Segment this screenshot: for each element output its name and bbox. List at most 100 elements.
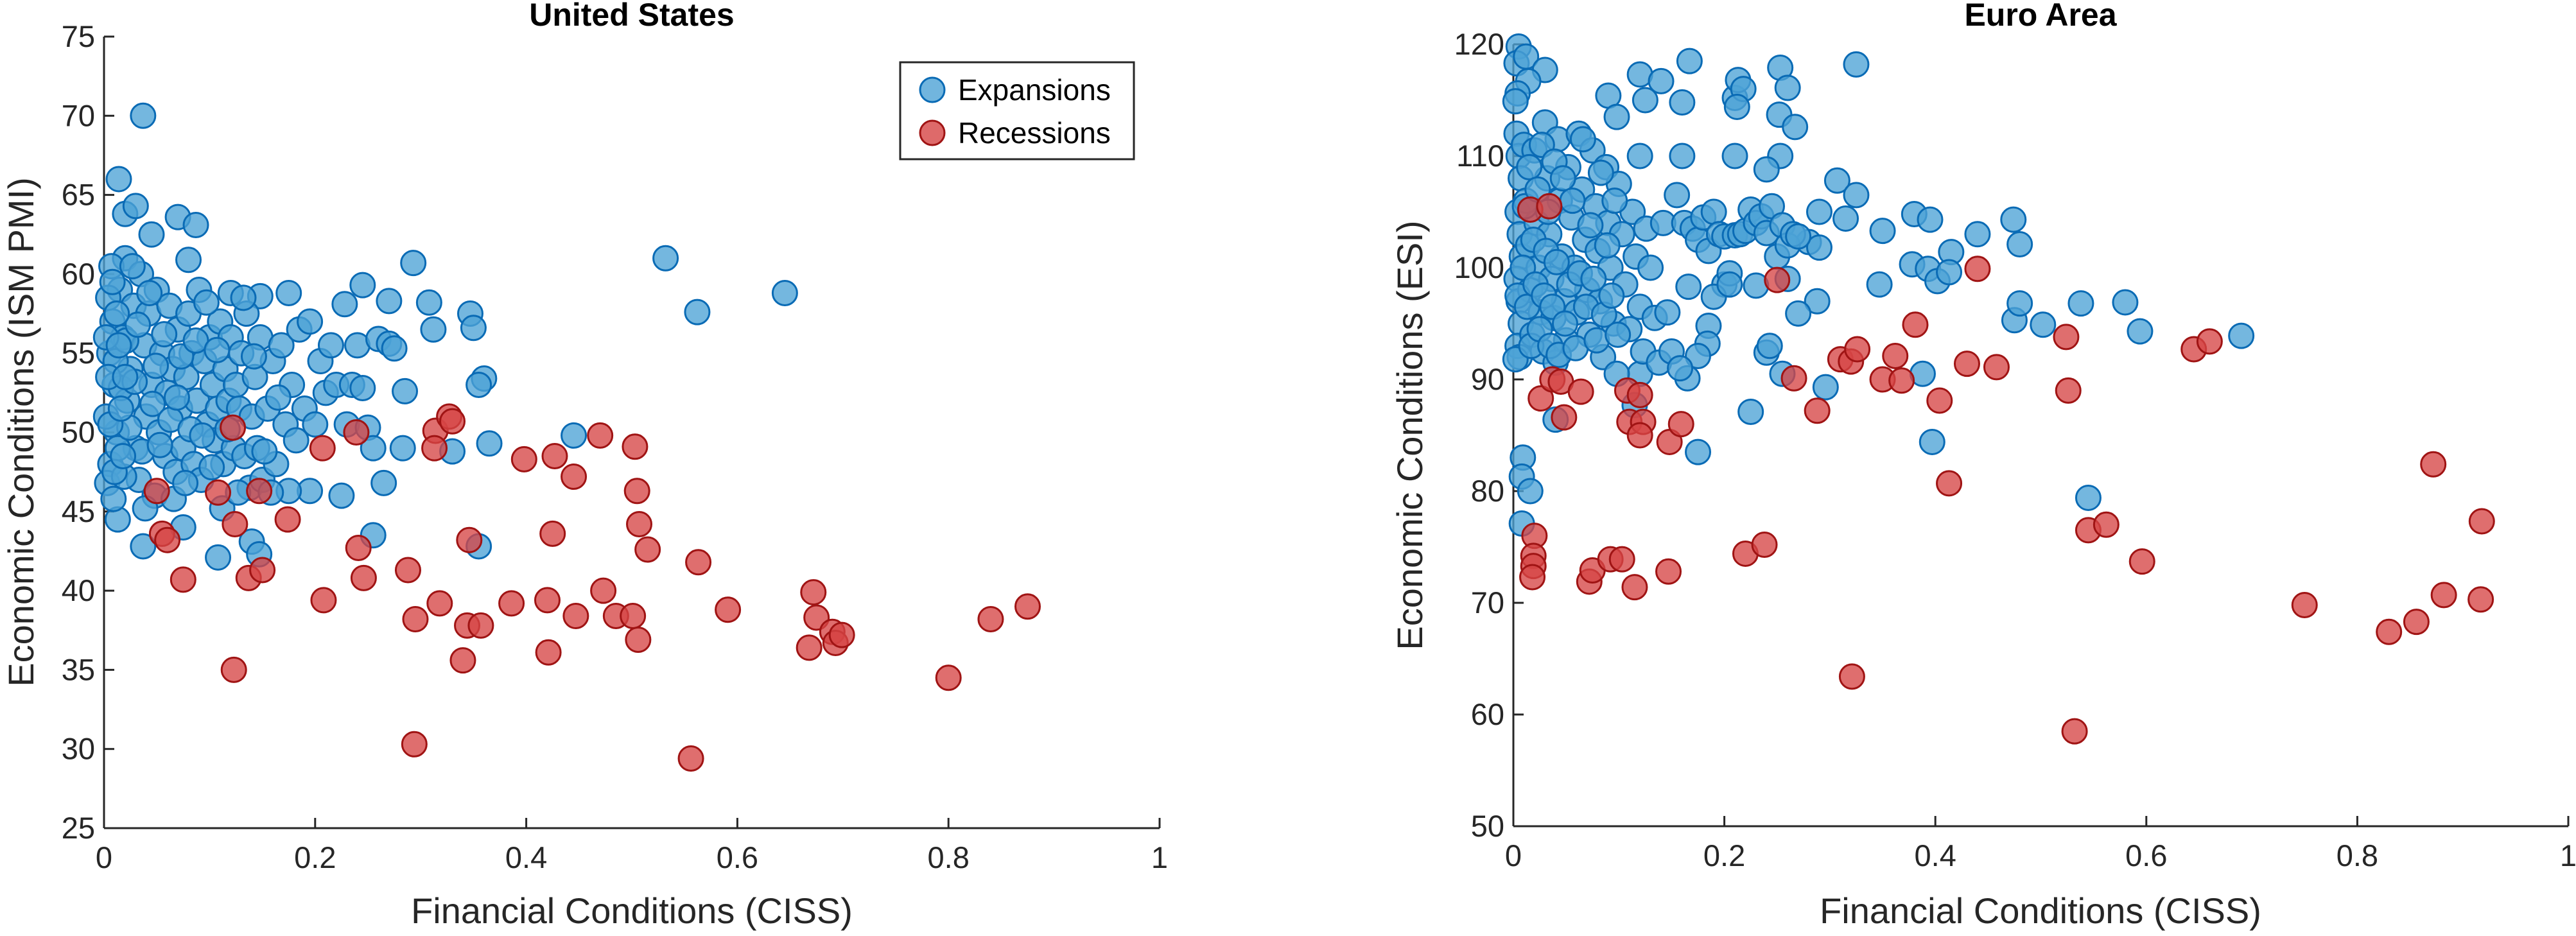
recession-point <box>2053 324 2080 351</box>
expansion-point <box>1685 342 1712 369</box>
us-y-tick-label: 45 <box>62 494 95 528</box>
expansion-point <box>182 211 209 238</box>
recession-point <box>274 506 301 533</box>
recession-point <box>345 535 372 562</box>
expansion-point <box>392 377 419 404</box>
expansion-point <box>1721 143 1748 169</box>
expansion-point <box>1823 167 1850 194</box>
expansion-point <box>146 431 173 458</box>
expansion-point <box>420 316 447 343</box>
expansion-point <box>2006 290 2033 317</box>
recession-point <box>498 590 525 617</box>
expansion-point <box>1669 89 1696 116</box>
expansion-point <box>297 308 324 335</box>
recession-point <box>562 603 589 630</box>
recession-point <box>2403 609 2430 636</box>
expansion-point <box>1601 187 1628 214</box>
expansion-point <box>275 279 302 306</box>
expansion-point <box>143 352 170 379</box>
expansion-point <box>1806 234 1832 261</box>
recession-point <box>2468 508 2495 535</box>
expansion-point <box>1676 48 1703 74</box>
us-x-tick-label: 1 <box>1151 840 1168 874</box>
euro-y-tick-label: 80 <box>1471 474 1504 508</box>
expansion-point <box>1774 74 1801 101</box>
expansion-point <box>1667 355 1694 382</box>
recession-point <box>2376 618 2403 645</box>
recession-point <box>625 627 652 654</box>
legend-expansions-marker <box>919 76 946 103</box>
recession-point <box>1838 663 1865 690</box>
expansion-point <box>1502 88 1529 115</box>
expansion-point <box>476 430 503 457</box>
expansion-point <box>2000 206 2027 233</box>
us-y-tick-label: 65 <box>62 178 95 212</box>
euro-x-tick-label: 0 <box>1505 838 1522 872</box>
recession-point <box>623 478 650 505</box>
euro-x-tick-label: 1 <box>2560 838 2576 872</box>
expansion-point <box>370 469 397 496</box>
us-scatter-panel: United States Financial Conditions (CISS… <box>1 0 1168 931</box>
recession-point <box>1626 381 1653 408</box>
expansion-point <box>2228 322 2255 349</box>
euro-x-tick-label: 0.2 <box>1703 838 1745 872</box>
us-recessions-series <box>143 403 1041 772</box>
euro-y-axis-label: Economic Conditions (ESI) <box>1389 220 1430 650</box>
expansion-point <box>2112 289 2139 316</box>
recession-point <box>622 433 648 460</box>
recession-point <box>685 549 712 576</box>
expansion-point <box>107 395 134 422</box>
recession-point <box>2430 582 2457 609</box>
expansion-point <box>175 247 202 273</box>
recession-point <box>828 621 855 648</box>
expansion-point <box>328 482 355 509</box>
recession-point <box>222 511 248 538</box>
recession-point <box>456 526 483 553</box>
expansion-point <box>415 289 442 316</box>
recession-point <box>143 478 170 505</box>
expansion-point <box>105 332 132 359</box>
us-x-tick-label: 0.6 <box>717 840 758 874</box>
recession-point <box>170 566 196 593</box>
recession-point <box>343 419 370 446</box>
recession-point <box>1964 256 1991 282</box>
recession-point <box>620 603 647 630</box>
recession-point <box>1621 574 1648 601</box>
expansion-point <box>130 102 157 129</box>
expansion-point <box>205 544 232 571</box>
expansion-point <box>400 250 427 277</box>
expansion-point <box>125 311 152 338</box>
euro-y-tick-label: 120 <box>1454 27 1504 61</box>
expansion-point <box>561 422 587 449</box>
expansion-point <box>317 332 344 359</box>
expansion-point <box>268 332 295 359</box>
us-chart-title: United States <box>529 0 735 33</box>
expansion-point <box>1806 198 1832 225</box>
expansion-point <box>1648 67 1675 94</box>
expansion-point <box>163 384 190 411</box>
expansion-point <box>1685 438 1712 465</box>
us-x-tick-label: 0 <box>96 840 112 874</box>
expansion-point <box>2006 230 2033 257</box>
expansion-point <box>112 363 139 390</box>
recession-point <box>1527 385 1554 412</box>
recession-point <box>677 745 704 772</box>
expansion-point <box>130 533 157 560</box>
recession-point <box>1804 397 1831 424</box>
expansion-point <box>1626 143 1653 169</box>
euro-chart-title: Euro Area <box>1964 0 2117 33</box>
recession-point <box>587 422 614 449</box>
expansion-point <box>139 390 166 417</box>
expansion-point <box>331 291 358 318</box>
expansion-point <box>466 372 492 399</box>
expansion-point <box>349 272 376 299</box>
expansion-point <box>172 469 199 496</box>
expansion-point <box>103 300 130 327</box>
recession-point <box>2291 591 2318 618</box>
expansion-point <box>1917 206 1944 233</box>
expansion-point <box>151 321 178 348</box>
expansion-point <box>2030 311 2057 338</box>
recession-point <box>310 587 337 614</box>
expansion-point <box>460 315 487 342</box>
euro-x-tick-label: 0.8 <box>2337 838 2378 872</box>
